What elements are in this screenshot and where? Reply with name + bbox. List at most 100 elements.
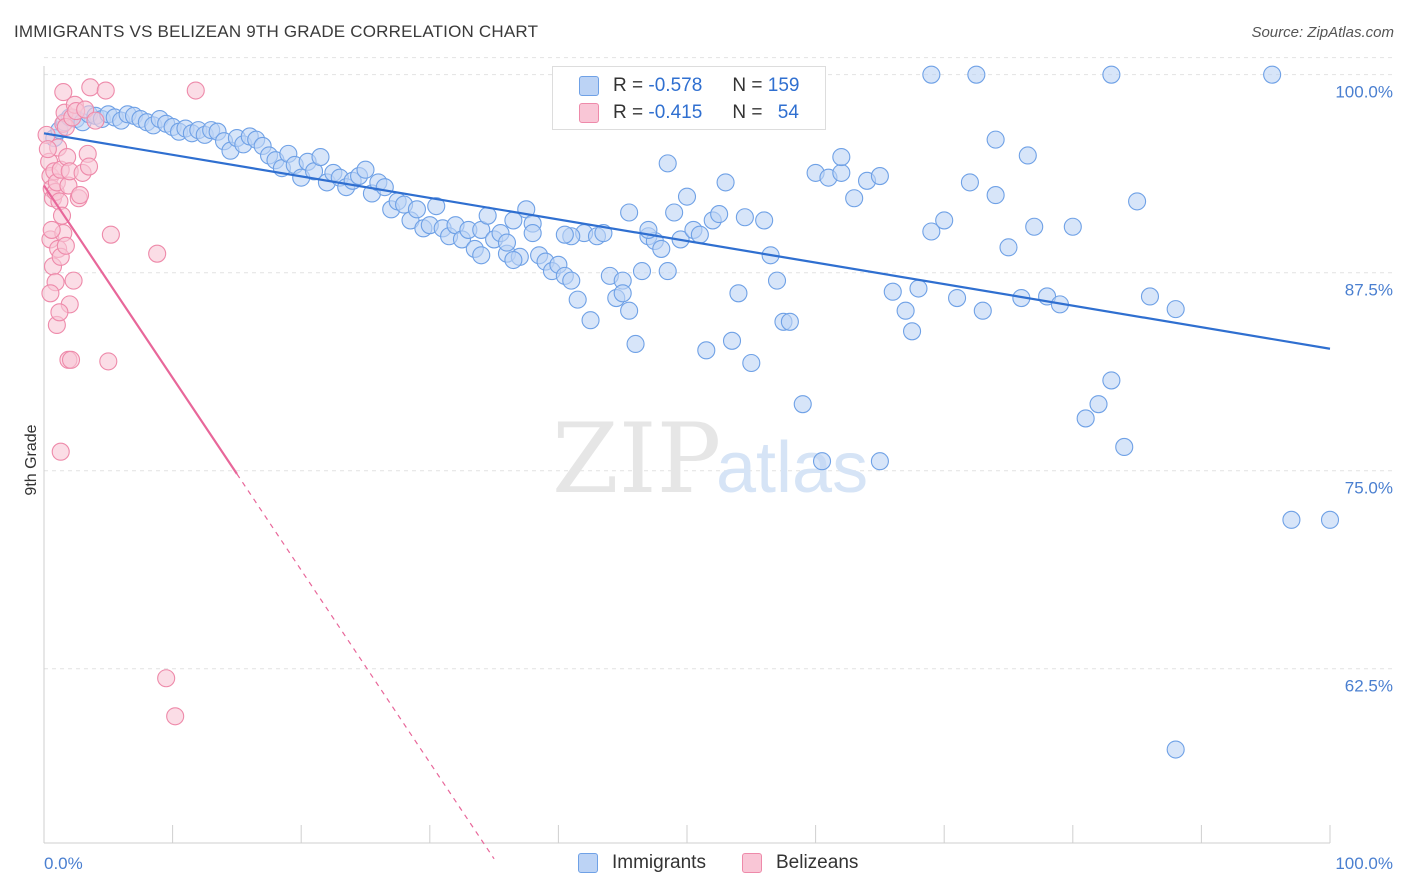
- data-point-belizeans: [41, 284, 60, 303]
- data-point-immigrants: [948, 288, 967, 308]
- data-point-immigrants: [755, 211, 774, 230]
- data-point-belizeans: [86, 111, 105, 130]
- data-point-immigrants: [1263, 65, 1282, 84]
- data-point-immigrants: [922, 222, 941, 241]
- data-point-immigrants: [652, 239, 671, 258]
- data-point-immigrants: [1128, 192, 1147, 211]
- data-point-immigrants: [523, 224, 542, 243]
- data-point-immigrants: [902, 322, 922, 341]
- n-value-immigrants: 159: [767, 75, 800, 96]
- data-point-immigrants: [845, 189, 864, 208]
- data-point-immigrants: [658, 154, 677, 173]
- n-value-belizeans: 54: [777, 102, 799, 123]
- series-legend: Immigrants Belizeans: [0, 852, 1406, 878]
- data-point-immigrants: [832, 163, 851, 182]
- data-point-immigrants: [986, 130, 1005, 149]
- stats-legend: R = -0.578 N = 159 R = -0.415 N = 54: [552, 66, 826, 130]
- data-point-immigrants: [742, 353, 761, 373]
- data-point-immigrants: [472, 246, 491, 265]
- legend-row-belizeans: R = -0.415 N = 54: [579, 100, 799, 126]
- watermark-atlas: atlas: [716, 428, 868, 508]
- x-tick-label-min: 0.0%: [44, 854, 83, 873]
- data-point-belizeans: [166, 707, 185, 726]
- data-point-immigrants: [1102, 65, 1121, 84]
- data-point-immigrants: [626, 334, 645, 354]
- data-point-belizeans: [50, 303, 69, 322]
- trend-line-immigrants: [43, 132, 1331, 350]
- data-point-belizeans: [54, 83, 73, 102]
- data-point-immigrants: [658, 262, 677, 281]
- data-point-belizeans: [96, 81, 115, 100]
- source-note: Source: ZipAtlas.com: [1251, 24, 1394, 41]
- data-point-immigrants: [1282, 510, 1301, 529]
- data-point-immigrants: [973, 301, 992, 320]
- data-point-immigrants: [922, 65, 941, 84]
- belizeans-points: [37, 78, 205, 726]
- legend-label-immigrants: Immigrants: [612, 852, 706, 873]
- data-point-belizeans: [70, 186, 90, 205]
- data-point-immigrants: [716, 173, 735, 192]
- data-point-immigrants: [613, 284, 632, 303]
- data-point-immigrants: [1115, 437, 1134, 457]
- data-point-belizeans: [79, 157, 99, 176]
- data-point-immigrants: [581, 311, 600, 330]
- data-point-immigrants: [793, 395, 812, 414]
- watermark-zip: ZIP: [552, 403, 721, 515]
- chart-title: IMMIGRANTS VS BELIZEAN 9TH GRADE CORRELA…: [14, 22, 539, 41]
- data-point-immigrants: [1320, 510, 1340, 529]
- data-point-immigrants: [677, 187, 697, 206]
- data-point-belizeans: [81, 78, 100, 97]
- data-point-immigrants: [722, 331, 742, 350]
- x-tick-label-max: 100.0%: [1335, 854, 1393, 873]
- trend-lines: [43, 132, 1331, 860]
- data-point-belizeans: [51, 442, 70, 461]
- legend-swatch-belizeans: [579, 103, 599, 123]
- r-value-belizeans: -0.415: [648, 102, 703, 123]
- data-point-immigrants: [883, 282, 902, 301]
- data-point-immigrants: [780, 312, 799, 331]
- data-point-immigrants: [1076, 409, 1095, 428]
- data-point-immigrants: [735, 208, 754, 227]
- data-point-belizeans: [148, 244, 167, 263]
- data-point-immigrants: [497, 233, 517, 252]
- data-point-immigrants: [767, 271, 787, 290]
- tick-labels: 62.5% 75.0% 87.5% 100.0% 0.0% 100.0%: [44, 83, 1393, 873]
- y-tick-label: 100.0%: [1335, 83, 1393, 102]
- data-point-immigrants: [935, 211, 954, 230]
- data-point-immigrants: [870, 167, 889, 186]
- legend-item-immigrants[interactable]: Immigrants: [578, 852, 706, 874]
- data-point-immigrants: [1166, 300, 1185, 319]
- data-point-immigrants: [568, 290, 587, 309]
- y-tick-label: 62.5%: [1345, 677, 1393, 696]
- data-point-belizeans: [76, 100, 95, 119]
- legend-swatch-immigrants: [579, 76, 599, 96]
- data-point-immigrants: [594, 224, 613, 243]
- r-label: R =: [613, 102, 644, 123]
- data-point-immigrants: [832, 148, 851, 167]
- data-point-immigrants: [986, 186, 1005, 205]
- n-label: N =: [732, 75, 763, 96]
- data-point-immigrants: [967, 65, 986, 84]
- data-point-immigrants: [909, 279, 928, 298]
- data-point-immigrants: [1025, 217, 1044, 236]
- data-point-immigrants: [1089, 395, 1108, 414]
- data-point-immigrants: [729, 284, 748, 303]
- data-point-immigrants: [632, 262, 652, 281]
- legend-item-belizeans[interactable]: Belizeans: [742, 852, 858, 874]
- y-tick-label: 87.5%: [1345, 281, 1393, 300]
- data-point-immigrants: [1018, 146, 1037, 165]
- data-point-immigrants: [407, 200, 426, 219]
- n-label: N =: [732, 102, 763, 123]
- data-point-belizeans: [56, 236, 75, 255]
- data-point-immigrants: [710, 205, 729, 224]
- data-point-immigrants: [562, 271, 581, 290]
- data-point-belizeans: [157, 669, 176, 688]
- trend-line-belizeans: [43, 184, 238, 475]
- data-point-belizeans: [186, 81, 205, 100]
- data-point-immigrants: [375, 178, 394, 197]
- data-point-immigrants: [812, 452, 832, 471]
- y-tick-label: 75.0%: [1345, 479, 1393, 498]
- data-point-belizeans: [99, 352, 118, 371]
- data-point-belizeans: [64, 271, 83, 290]
